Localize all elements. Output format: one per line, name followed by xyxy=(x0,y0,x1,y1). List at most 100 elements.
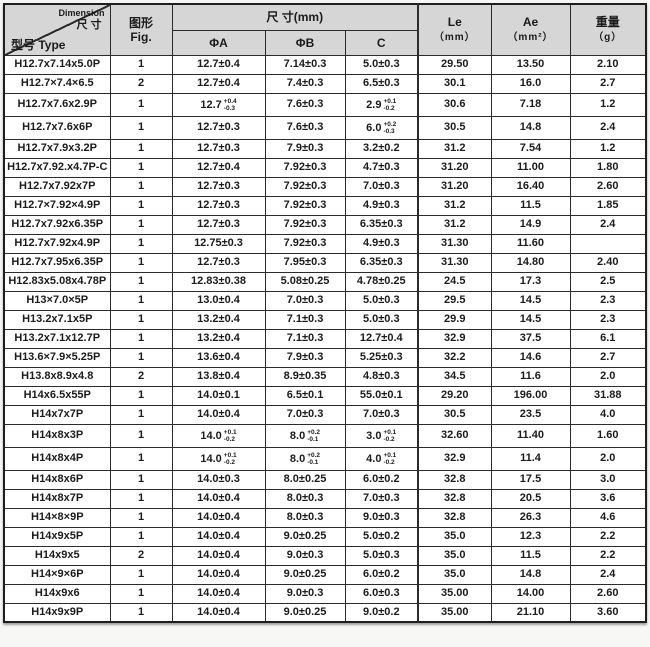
cell-fig: 1 xyxy=(109,347,173,368)
cell-wt: 1.2 xyxy=(569,92,647,117)
cell-phiB: 9.0±0.3 xyxy=(264,545,346,566)
cell-c: 3.0 +0.1 -0.2 xyxy=(344,423,419,448)
table-row: H12.83x5.08x4.78P 1 12.83±0.38 5.08±0.25 4.7… xyxy=(3,271,647,292)
cell-phiB: 7.6±0.3 xyxy=(264,115,346,140)
cell-phiB: 7.95±0.3 xyxy=(264,252,346,273)
cell-le: 35.0 xyxy=(417,526,492,547)
table-row: H12.7x7.92.x4.7P-C 1 12.7±0.4 7.92±0.3 4.7±0… xyxy=(3,157,647,178)
cell-c: 5.0±0.2 xyxy=(344,526,419,547)
table-row: H13.6×7.9×5.25P 1 13.6±0.4 7.9±0.3 5.25±0.3 3… xyxy=(3,347,647,368)
tolerance-stack: +0.2 -0.1 xyxy=(307,451,321,466)
table-row: H12.7x7.6x6P 1 12.7±0.3 7.6±0.3 6.0 +0.2 -0.3 3… xyxy=(3,115,647,140)
cell-le: 31.2 xyxy=(417,214,492,235)
cell-ae: 14.6 xyxy=(490,347,571,368)
cell-wt: 6.1 xyxy=(569,328,647,349)
tolerance-stack: +0.1 -0.2 xyxy=(383,428,397,443)
cell-fig: 1 xyxy=(109,195,173,216)
cell-c: 7.0±0.3 xyxy=(344,404,419,425)
cell-ae: 26.3 xyxy=(490,507,571,528)
cell-phiB: 8.9±0.35 xyxy=(264,366,346,387)
cell-fig: 1 xyxy=(109,328,173,349)
header-c: C xyxy=(344,29,419,56)
cell-c: 6.0±0.2 xyxy=(344,469,419,490)
cell-type: H12.7x7.6x2.9P xyxy=(3,92,111,117)
cell-wt: 2.4 xyxy=(569,564,647,585)
cell-phiB: 7.1±0.3 xyxy=(264,328,346,349)
cell-le: 32.60 xyxy=(417,423,492,448)
table-row: H13.2x7.1x12.7P 1 13.2±0.4 7.1±0.3 12.7±0.4 3… xyxy=(3,328,647,349)
tolerance-stack: +0.1 -0.2 xyxy=(383,97,397,112)
cell-le: 29.50 xyxy=(417,54,492,75)
cell-le: 32.9 xyxy=(417,446,492,471)
cell-le: 31.30 xyxy=(417,233,492,254)
cell-c: 5.25±0.3 xyxy=(344,347,419,368)
cell-type: H12.83x5.08x4.78P xyxy=(3,271,111,292)
cell-le: 30.1 xyxy=(417,73,492,94)
cell-phiA: 14.0±0.4 xyxy=(171,545,266,566)
cell-phiA: 14.0±0.4 xyxy=(171,404,266,425)
cell-le: 29.9 xyxy=(417,309,492,330)
cell-wt: 2.4 xyxy=(569,214,647,235)
cell-c: 7.0±0.3 xyxy=(344,176,419,197)
cell-phiB: 8.0±0.3 xyxy=(264,488,346,509)
cell-phiB: 7.9±0.3 xyxy=(264,138,346,159)
cell-phiB: 9.0±0.25 xyxy=(264,564,346,585)
cell-phiA: 14.0±0.3 xyxy=(171,469,266,490)
header-dimension-label: Dimension 尺寸 xyxy=(58,7,104,31)
cell-le: 35.0 xyxy=(417,545,492,566)
cell-phiA: 12.7±0.4 xyxy=(171,73,266,94)
cell-phiA: 12.7±0.3 xyxy=(171,138,266,159)
header-weight-cn: 重量 xyxy=(595,14,620,29)
cell-phiA: 12.7 +0.4 -0.3 xyxy=(171,92,266,117)
cell-phiB: 7.92±0.3 xyxy=(264,195,346,216)
cell-wt: 2.7 xyxy=(569,347,647,368)
cell-type: H12.7x7.92x7P xyxy=(3,176,111,197)
header-ae-symbol: Ae xyxy=(522,14,539,29)
cell-le: 35.00 xyxy=(417,602,492,623)
cell-ae: 13.50 xyxy=(490,54,571,75)
cell-type: H13.6×7.9×5.25P xyxy=(3,347,111,368)
cell-ae: 14.9 xyxy=(490,214,571,235)
cell-fig: 1 xyxy=(109,214,173,235)
cell-ae: 11.60 xyxy=(490,233,571,254)
cell-phiA: 12.7±0.3 xyxy=(171,115,266,140)
cell-type: H14x7x7P xyxy=(3,404,111,425)
header-fig-en: Fig. xyxy=(130,29,152,44)
cell-wt: 2.60 xyxy=(569,583,647,604)
cell-ae: 7.18 xyxy=(490,92,571,117)
cell-phiB: 7.92±0.3 xyxy=(264,176,346,197)
cell-fig: 1 xyxy=(109,54,173,75)
cell-phiB: 9.0±0.25 xyxy=(264,602,346,623)
cell-phiB: 7.92±0.3 xyxy=(264,214,346,235)
tolerance-stack: +0.4 -0.3 xyxy=(223,97,237,112)
table-row: H14x8x6P 1 14.0±0.3 8.0±0.25 6.0±0.2 32.8 17.5… xyxy=(3,469,647,490)
cell-ae: 11.6 xyxy=(490,366,571,387)
dimension-spec-table: Dimension 尺寸 型号 Type 图形 Fig. 尺 寸(mm) Le … xyxy=(3,3,647,623)
cell-phiA: 13.0±0.4 xyxy=(171,290,266,311)
table-row: H12.7x7.6x2.9P 1 12.7 +0.4 -0.3 7.6±0.3 2.9 +0.… xyxy=(3,92,647,117)
header-dimension-cn: 尺寸 xyxy=(76,19,105,31)
cell-phiA: 14.0±0.4 xyxy=(171,564,266,585)
cell-c: 6.35±0.3 xyxy=(344,214,419,235)
cell-type: H13.2x7.1x5P xyxy=(3,309,111,330)
cell-type: H12.7x7.9x3.2P xyxy=(3,138,111,159)
cell-fig: 1 xyxy=(109,507,173,528)
cell-le: 32.8 xyxy=(417,469,492,490)
cell-fig: 1 xyxy=(109,271,173,292)
cell-phiA: 14.0 +0.1 -0.2 xyxy=(171,423,266,448)
cell-ae: 11.5 xyxy=(490,195,571,216)
cell-phiB: 8.0 +0.2 -0.1 xyxy=(264,423,346,448)
tolerance-stack: +0.1 -0.2 xyxy=(223,451,237,466)
cell-phiB: 9.0±0.25 xyxy=(264,526,346,547)
cell-ae: 16.0 xyxy=(490,73,571,94)
cell-phiA: 14.0±0.4 xyxy=(171,583,266,604)
cell-type: H13.8x8.9x4.8 xyxy=(3,366,111,387)
header-phiA: ΦA xyxy=(171,29,266,56)
header-type-dimension-cell: Dimension 尺寸 型号 Type xyxy=(3,3,111,56)
cell-phiB: 7.9±0.3 xyxy=(264,347,346,368)
cell-le: 32.2 xyxy=(417,347,492,368)
cell-ae: 21.10 xyxy=(490,602,571,623)
cell-le: 30.6 xyxy=(417,92,492,117)
cell-c: 4.0 +0.1 -0.2 xyxy=(344,446,419,471)
cell-phiA: 12.7±0.4 xyxy=(171,54,266,75)
